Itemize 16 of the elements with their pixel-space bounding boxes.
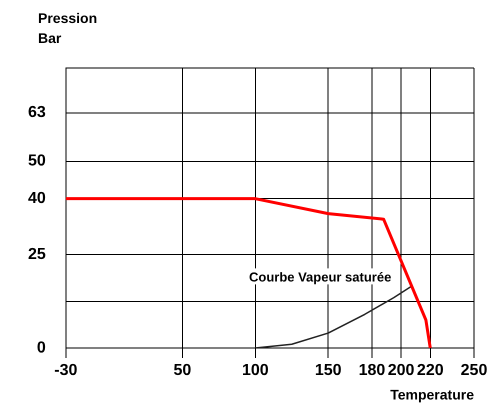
x-tick-label: 250 <box>460 362 488 380</box>
y-tick-label: 0 <box>36 339 46 356</box>
x-tick-label: 200 <box>388 362 415 380</box>
x-tick-label: 100 <box>242 362 269 380</box>
x-axis-title: Temperature <box>390 386 474 402</box>
x-tick-label: 50 <box>174 362 192 380</box>
x-tick-label: -30 <box>54 362 78 380</box>
x-tick-label: 150 <box>314 362 342 380</box>
x-tick-label: 220 <box>416 362 444 380</box>
y-axis-title: Pression Bar <box>38 10 98 46</box>
y-tick-label: 50 <box>28 152 46 170</box>
y-tick-label: 25 <box>28 246 46 264</box>
y-tick-label: 63 <box>28 104 46 122</box>
series-label: Courbe Vapeur saturée <box>248 269 392 284</box>
x-tick-label: 180 <box>358 362 386 380</box>
y-tick-label: 40 <box>28 190 46 208</box>
